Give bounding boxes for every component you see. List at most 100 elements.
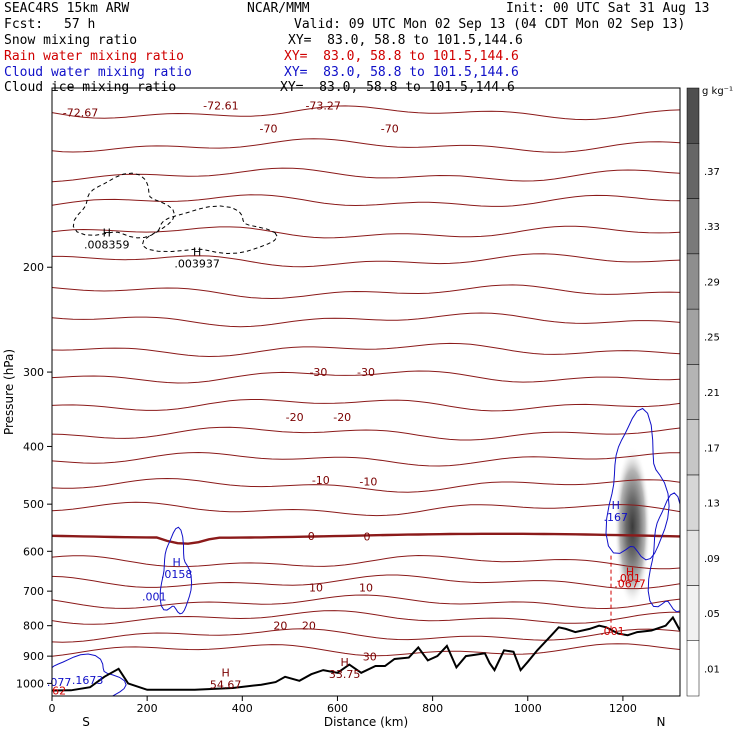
isotherm-line	[52, 312, 680, 328]
y-tick-label: 200	[23, 261, 44, 274]
isotherm-line	[52, 426, 680, 441]
field-name-cloud-water: Cloud water mixing ratio	[4, 65, 192, 80]
colorbar-tick-label: .21	[704, 388, 720, 399]
isotherm-label: -72.61	[203, 99, 238, 112]
isotherm-label: 30	[363, 651, 377, 664]
colorbar-swatch	[686, 529, 700, 586]
isotherm-line	[52, 628, 680, 643]
colorbar-swatch	[686, 585, 700, 641]
isotherm-label: -20	[286, 411, 304, 424]
x-tick-label: 600	[327, 702, 348, 715]
isotherm-line	[52, 105, 680, 121]
extremum-marker: H	[612, 499, 620, 512]
colorbar-tick-label: .17	[704, 443, 720, 454]
field-name-rain: Rain water mixing ratio	[4, 49, 185, 64]
isotherm-label: -10	[312, 474, 330, 487]
x-tick-label: 800	[422, 702, 443, 715]
y-axis-title: Pressure (hPa)	[2, 349, 16, 435]
extremum-value: .001	[600, 625, 625, 638]
isotherm-label: -10	[359, 475, 377, 488]
extremum-marker: H	[222, 667, 230, 680]
forecast-hours: 57 h	[64, 17, 96, 32]
isotherm-label: 10	[309, 581, 323, 594]
extremum-marker: H	[340, 656, 348, 669]
colorbar-tick-label: .33	[704, 222, 720, 233]
colorbar-tick-label: .37	[704, 167, 720, 178]
y-tick-label: 600	[23, 545, 44, 558]
isotherm-line	[52, 167, 680, 183]
field-xy-cloud-water: XY= 83.0, 58.8 to 101.5,144.6	[284, 65, 519, 80]
x-tick-label: 1200	[609, 702, 637, 715]
isotherm-label: -70	[259, 123, 277, 136]
isotherm-line	[52, 253, 680, 268]
init-time: Init: 00 UTC Sat 31 Aug 13	[506, 1, 710, 16]
isotherm-line	[52, 194, 680, 207]
colorbar-unit: g kg⁻¹	[702, 86, 733, 97]
isotherm-label: -73.27	[305, 99, 340, 112]
colorbar-swatch	[686, 198, 700, 255]
extremum-marker: H	[173, 556, 181, 569]
colorbar-tick-label: .09	[704, 554, 720, 565]
isotherm-label: 0	[308, 530, 315, 543]
extremum-marker: H	[626, 566, 634, 579]
isotherm-line	[52, 574, 680, 590]
isotherm-line	[52, 610, 680, 625]
y-tick-label: 400	[23, 440, 44, 453]
isotherm-label: -70	[381, 123, 399, 136]
isotherm-label: -20	[333, 411, 351, 424]
colorbar-swatch	[686, 419, 700, 476]
isotherm-line	[52, 370, 680, 384]
isotherm-line	[52, 138, 680, 153]
field-xy-snow: XY= 83.0, 58.8 to 101.5,144.6	[288, 33, 523, 48]
y-tick-label: 900	[23, 650, 44, 663]
y-tick-label: 800	[23, 620, 44, 633]
isotherm-line	[52, 451, 680, 467]
isotherm-line	[52, 532, 680, 545]
plot-frame	[51, 87, 681, 697]
colorbar-tick-label: .25	[704, 333, 720, 344]
x-tick-label: 0	[49, 702, 56, 715]
valid-time: Valid: 09 UTC Mon 02 Sep 13 (04 CDT Mon …	[294, 17, 686, 32]
cloud-water-contour	[52, 653, 127, 696]
colorbar-swatch	[686, 308, 700, 365]
extremum-value: 33.75	[329, 668, 361, 681]
model-title: SEAC4RS 15km ARW	[4, 1, 130, 16]
colorbar-tick-label: .29	[704, 277, 720, 288]
isotherm-line	[52, 554, 680, 570]
isotherm-line	[52, 225, 680, 239]
isotherm-label: 0	[363, 531, 370, 544]
colorbar-tick-label: .01	[704, 664, 720, 675]
terrain-line	[52, 615, 680, 692]
cloud-water-contour	[159, 526, 193, 615]
isotherm-label: -72.67	[63, 107, 98, 120]
isotherm-line	[52, 643, 680, 657]
colorbar-swatch	[686, 253, 700, 310]
extremum-value: .0158	[161, 568, 193, 581]
isotherm-label: -30	[309, 366, 327, 379]
extremum-value: 62	[52, 685, 66, 698]
colorbar-swatch	[686, 87, 700, 144]
x-axis-title: Distance (km)	[324, 715, 408, 729]
forecast-label: Fcst:	[4, 17, 44, 32]
isotherm-line	[52, 477, 680, 493]
x-tick-label: 400	[232, 702, 253, 715]
extremum-value: .008359	[84, 238, 130, 251]
extremum-value: .001	[616, 572, 641, 585]
extremum-marker: H	[103, 226, 111, 239]
isotherm-label: -30	[357, 366, 375, 379]
x-end-label-right: N	[657, 715, 666, 729]
colorbar-swatch	[686, 364, 700, 420]
colorbar-tick-label: .13	[704, 499, 720, 510]
org-label: NCAR/MMM	[247, 1, 310, 16]
extremum-value: .0677	[614, 578, 646, 591]
extremum-value: .001	[142, 591, 167, 604]
extremum-value: .003937	[174, 257, 220, 270]
extremum-value: 54.67	[210, 679, 242, 692]
field-xy-rain: XY= 83.0, 58.8 to 101.5,144.6	[284, 49, 519, 64]
isotherm-line	[52, 399, 680, 412]
cloud-water-shading	[614, 446, 651, 607]
extremum-value: .077	[47, 676, 72, 689]
colorbar-swatch	[686, 143, 700, 199]
x-tick-label: 1000	[514, 702, 542, 715]
